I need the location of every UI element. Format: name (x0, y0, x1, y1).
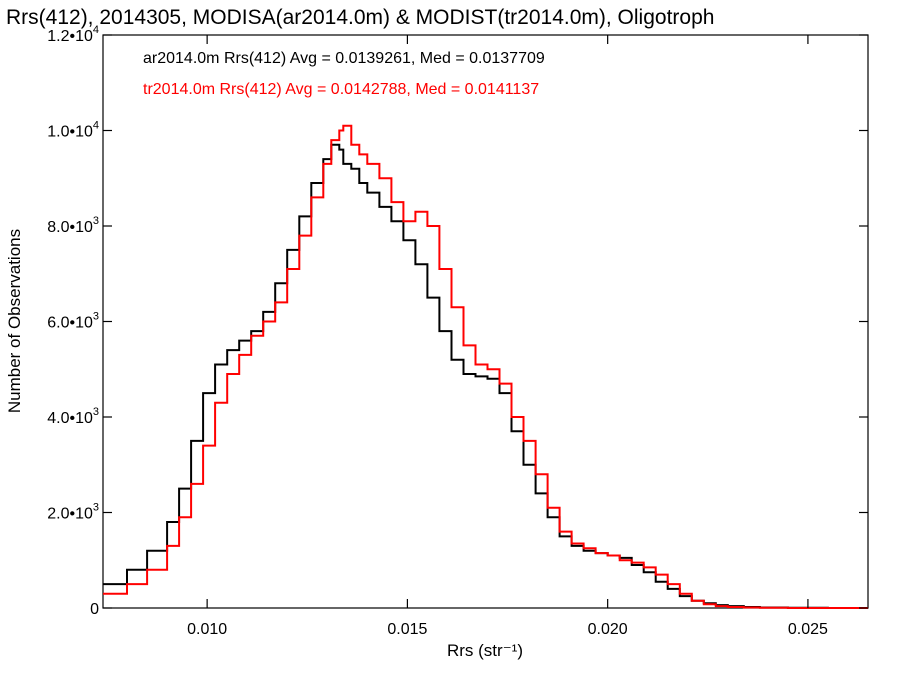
chart-title: Rrs(412), 2014305, MODISA(ar2014.0m) & M… (6, 6, 714, 29)
x-axis-label: Rrs (str⁻¹) (447, 641, 523, 660)
series-line-tr2014 (103, 124, 868, 609)
legend-entry-ar2014: ar2014.0m Rrs(412) Avg = 0.0139261, Med … (143, 50, 545, 67)
y-tick-label: 6.0•103 (47, 311, 99, 332)
y-tick-label: 1.2•104 (47, 24, 99, 45)
x-tick-label: 0.020 (588, 621, 628, 638)
y-tick-label: 8.0•103 (47, 215, 99, 236)
series-line-ar2014 (103, 143, 868, 609)
series-layer (103, 124, 868, 609)
legend-entry-tr2014: tr2014.0m Rrs(412) Avg = 0.0142788, Med … (143, 81, 539, 98)
x-tick-label: 0.015 (387, 621, 427, 638)
y-axis-label: Number of Observations (5, 229, 24, 413)
y-tick-label: 1.0•104 (47, 120, 99, 141)
y-tick-label: 0 (90, 601, 99, 618)
y-tick-label: 4.0•103 (47, 406, 99, 427)
x-tick-label: 0.025 (788, 621, 828, 638)
x-axis: 0.010 0.015 0.020 0.025 (187, 35, 828, 638)
y-axis: 0 2.0•103 4.0•103 6.0•103 8.0•103 1.0•104 1.2•… (47, 24, 868, 618)
x-tick-label: 0.010 (187, 621, 227, 638)
y-tick-label: 2.0•103 (47, 502, 99, 523)
plot-frame (102, 34, 869, 609)
